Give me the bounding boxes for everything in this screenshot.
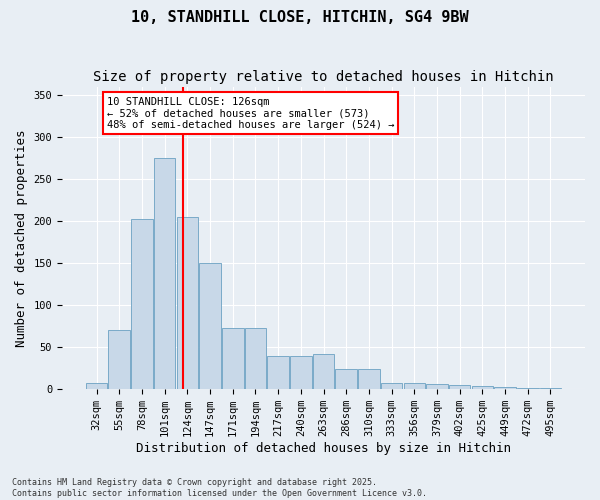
Title: Size of property relative to detached houses in Hitchin: Size of property relative to detached ho…	[93, 70, 554, 84]
Text: Contains HM Land Registry data © Crown copyright and database right 2025.
Contai: Contains HM Land Registry data © Crown c…	[12, 478, 427, 498]
Bar	[268, 356, 289, 389]
Bar	[154, 158, 175, 389]
Text: 10 STANDHILL CLOSE: 126sqm
← 52% of detached houses are smaller (573)
48% of sem: 10 STANDHILL CLOSE: 126sqm ← 52% of deta…	[107, 96, 394, 130]
Y-axis label: Number of detached properties: Number of detached properties	[15, 129, 28, 346]
Bar	[335, 369, 357, 389]
Bar	[404, 384, 425, 389]
Bar	[494, 386, 516, 389]
Bar	[290, 356, 311, 389]
Bar	[222, 328, 244, 389]
Bar	[381, 384, 403, 389]
Bar	[426, 384, 448, 389]
Bar	[109, 330, 130, 389]
Bar	[358, 369, 380, 389]
Bar	[313, 354, 334, 389]
Bar	[472, 386, 493, 389]
Bar	[539, 388, 561, 389]
Bar	[517, 388, 539, 389]
Bar	[245, 328, 266, 389]
Bar	[131, 218, 153, 389]
Text: 10, STANDHILL CLOSE, HITCHIN, SG4 9BW: 10, STANDHILL CLOSE, HITCHIN, SG4 9BW	[131, 10, 469, 25]
Bar	[86, 384, 107, 389]
Bar	[176, 217, 198, 389]
X-axis label: Distribution of detached houses by size in Hitchin: Distribution of detached houses by size …	[136, 442, 511, 455]
Bar	[199, 263, 221, 389]
Bar	[449, 385, 470, 389]
